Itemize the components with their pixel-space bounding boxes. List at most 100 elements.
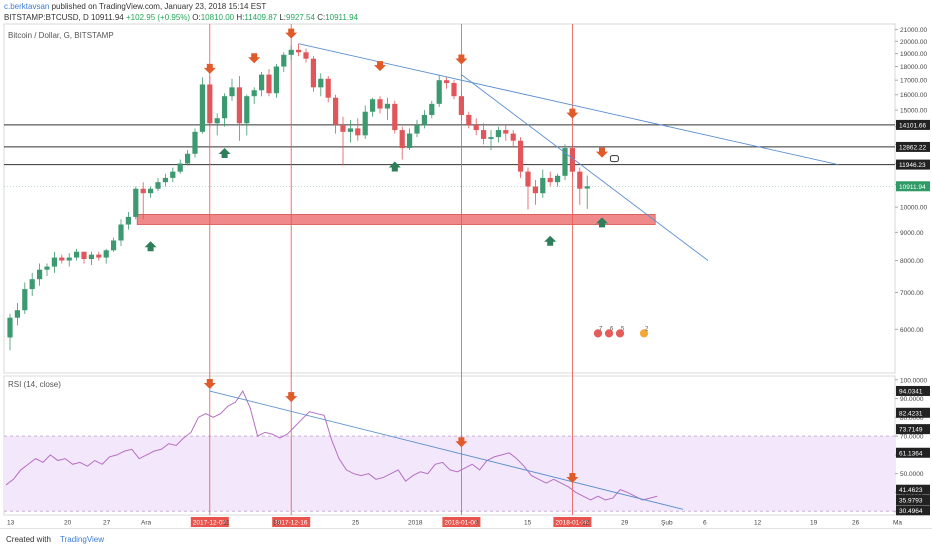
rsi-value-tag: 94.0341 — [896, 385, 930, 396]
economic-event-icon[interactable] — [593, 328, 603, 339]
rsi-value-tag: 82.4231 — [896, 407, 930, 418]
economic-event-icon[interactable] — [639, 328, 649, 339]
candle-body — [325, 78, 331, 98]
candle-body — [569, 148, 575, 172]
candle-body — [236, 87, 242, 124]
price-level-tag-bg — [896, 119, 930, 130]
date-marker-tag-bg — [190, 517, 229, 527]
candle-body — [148, 188, 154, 194]
buy-arrow-icon — [596, 217, 608, 228]
low-value: 9927.54 — [286, 13, 315, 22]
rsi-value-tag-text: 94.0341 — [899, 388, 923, 395]
rsi-value-tag-text: 61.1364 — [899, 450, 923, 457]
x-axis-tick-label: 2018 — [408, 520, 423, 527]
candle-body — [562, 148, 568, 176]
x-axis-tick-label: 15 — [524, 520, 532, 527]
candle-body — [44, 266, 50, 270]
price-y-tick-label: 18000.00 — [900, 64, 927, 71]
x-axis-tick-label: 18 — [273, 520, 281, 527]
rsi-peak-arrow-icon — [566, 472, 579, 483]
candle-body — [103, 250, 109, 258]
open-value: 10810.00 — [200, 13, 235, 22]
price-y-tick-label: 9000.00 — [900, 230, 924, 237]
candle-body — [518, 140, 524, 172]
candle-body — [384, 103, 390, 109]
price-y-tick-label: 8000.00 — [900, 258, 924, 265]
candle-body — [303, 52, 309, 59]
rsi-value-tag-bg — [896, 484, 930, 495]
candle-body — [111, 240, 117, 251]
price-y-tick-label: 16000.00 — [900, 92, 927, 99]
buy-arrow-icon — [218, 147, 231, 158]
economic-event-count: 5 — [621, 326, 625, 332]
candle-body — [14, 310, 20, 318]
rsi-value-tag: 30.4964 — [896, 505, 930, 516]
date-marker-tag: 2017-12-16 — [272, 517, 311, 527]
candle-body — [414, 124, 420, 134]
rsi-value-tag-bg — [896, 385, 930, 396]
rsi-y-tick-label: 90.0000 — [900, 396, 924, 403]
candle-body — [370, 99, 376, 112]
candle-body — [51, 257, 57, 267]
price-y-tick-label: 20000.00 — [900, 39, 927, 46]
candle-body — [259, 74, 265, 91]
rsi-trendline — [209, 390, 684, 510]
candle-body — [81, 251, 87, 260]
candle-body — [214, 118, 220, 124]
economic-event-icon[interactable] — [615, 328, 625, 339]
drawing-handle — [609, 155, 619, 163]
x-axis-tick-label: 22 — [582, 520, 590, 527]
date-marker-tag-text: 2017-12-16 — [274, 520, 308, 527]
price-panel — [3, 23, 896, 374]
candle-body — [466, 114, 472, 125]
price-level-tag: 12862.22 — [896, 141, 930, 152]
candle-body — [177, 163, 183, 172]
date-marker-tag-text: 2017-12-07 — [193, 520, 227, 527]
candle-body — [118, 224, 124, 241]
price-change: +102.95 (+0.95%) — [126, 13, 191, 22]
tradingview-link[interactable]: TradingView — [60, 535, 105, 544]
buy-arrow-icon — [144, 241, 157, 252]
candle-body — [59, 257, 65, 261]
rsi-value-tag-text: 82.4231 — [899, 410, 923, 417]
candle-body — [29, 279, 35, 290]
candle-body — [222, 96, 228, 119]
x-axis-tick-label: 11 — [223, 520, 230, 527]
price-level-tag-bg — [896, 181, 930, 192]
candle-body — [37, 269, 43, 280]
candle-body — [547, 177, 553, 183]
date-marker-tag: 2017-12-07 — [190, 517, 229, 527]
close-label: C: — [317, 13, 326, 22]
candle-body — [310, 58, 316, 88]
sell-arrow-icon — [248, 53, 261, 64]
low-label: L: — [279, 13, 287, 22]
x-axis-tick-label: Şub — [661, 520, 673, 527]
candle-body — [318, 78, 324, 88]
date-marker-tag-bg — [442, 517, 481, 527]
footer: Created with TradingView — [0, 528, 932, 551]
economic-event-icon[interactable] — [604, 328, 614, 339]
price-panel-title: Bitcoin / Dollar, G, BITSTAMP — [8, 31, 114, 40]
candle-body — [451, 83, 457, 97]
price-y-tick-label: 7000.00 — [900, 290, 924, 297]
candle-body — [362, 111, 368, 136]
x-axis-tick-label: Ma — [893, 520, 902, 527]
candle-body — [162, 177, 168, 183]
high-value: 11409.87 — [244, 13, 278, 22]
price-level-tag-text: 12862.22 — [899, 144, 926, 151]
sell-arrow-icon — [566, 108, 579, 119]
price-level-tag-text: 11946.23 — [899, 162, 926, 169]
rsi-value-tag-text: 35.9793 — [899, 498, 923, 505]
candle-body — [66, 257, 72, 261]
sell-arrow-icon — [374, 61, 386, 72]
open-label: O: — [192, 13, 201, 22]
candle-body — [74, 251, 80, 258]
x-axis-tick-label: Ara — [141, 520, 152, 527]
x-axis-tick-label: 8 — [475, 520, 479, 527]
price-trendline-long — [298, 43, 839, 166]
price-level-tag: 11946.23 — [896, 159, 930, 170]
candle-body — [525, 171, 531, 187]
candle-body — [510, 133, 516, 141]
author-link[interactable]: c.berktavsan — [4, 2, 50, 11]
chart-svg[interactable]: 21000.00 20000.00 19000.00 18000.00 17000.00… — [0, 0, 932, 528]
